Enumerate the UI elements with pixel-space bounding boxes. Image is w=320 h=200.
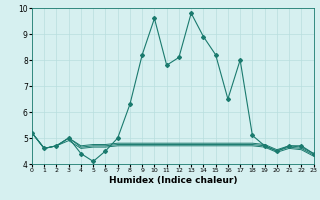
X-axis label: Humidex (Indice chaleur): Humidex (Indice chaleur): [108, 176, 237, 185]
